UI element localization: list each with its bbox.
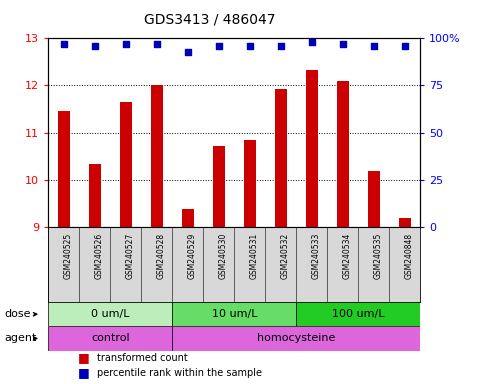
Bar <box>48 302 172 326</box>
Text: GSM240531: GSM240531 <box>250 233 259 279</box>
Point <box>91 43 99 49</box>
Text: GSM240527: GSM240527 <box>126 233 135 279</box>
Point <box>60 41 68 47</box>
Text: GSM240529: GSM240529 <box>188 233 197 279</box>
Text: ■: ■ <box>78 351 90 364</box>
Bar <box>398 218 411 227</box>
Bar <box>213 146 225 227</box>
Point <box>308 39 315 45</box>
Point <box>184 48 192 55</box>
Text: GSM240532: GSM240532 <box>281 233 290 279</box>
Bar <box>88 164 101 227</box>
Text: GSM240533: GSM240533 <box>312 233 321 279</box>
Text: 10 um/L: 10 um/L <box>212 309 257 319</box>
Text: percentile rank within the sample: percentile rank within the sample <box>97 368 262 378</box>
Text: GSM240526: GSM240526 <box>95 233 104 279</box>
Point <box>401 43 409 49</box>
Text: GSM240525: GSM240525 <box>64 233 73 279</box>
Text: ■: ■ <box>78 366 90 379</box>
Text: GSM240530: GSM240530 <box>219 233 228 279</box>
Text: 100 um/L: 100 um/L <box>332 309 384 319</box>
Text: homocysteine: homocysteine <box>257 333 335 343</box>
Text: GSM240535: GSM240535 <box>374 233 383 279</box>
Text: transformed count: transformed count <box>97 353 187 363</box>
Bar <box>151 86 163 227</box>
Text: GSM240848: GSM240848 <box>405 233 414 279</box>
Bar <box>296 302 420 326</box>
Bar <box>120 102 132 227</box>
Text: GSM240534: GSM240534 <box>343 233 352 279</box>
Point <box>370 43 378 49</box>
Bar <box>172 302 296 326</box>
Bar <box>274 89 287 227</box>
Bar <box>182 209 194 227</box>
Text: agent: agent <box>5 333 37 343</box>
Text: GDS3413 / 486047: GDS3413 / 486047 <box>144 13 276 27</box>
Text: control: control <box>91 333 129 343</box>
Text: 0 um/L: 0 um/L <box>91 309 129 319</box>
Bar <box>337 81 349 227</box>
Point <box>277 43 284 49</box>
Text: GSM240528: GSM240528 <box>157 233 166 279</box>
Text: dose: dose <box>5 309 31 319</box>
Bar <box>57 111 70 227</box>
Point <box>339 41 347 47</box>
Bar <box>172 326 420 351</box>
Point <box>246 43 254 49</box>
Point <box>122 41 129 47</box>
Point <box>215 43 223 49</box>
Bar <box>368 171 380 227</box>
Bar <box>243 140 256 227</box>
Bar <box>306 70 318 227</box>
Point <box>153 41 161 47</box>
Bar <box>48 326 172 351</box>
